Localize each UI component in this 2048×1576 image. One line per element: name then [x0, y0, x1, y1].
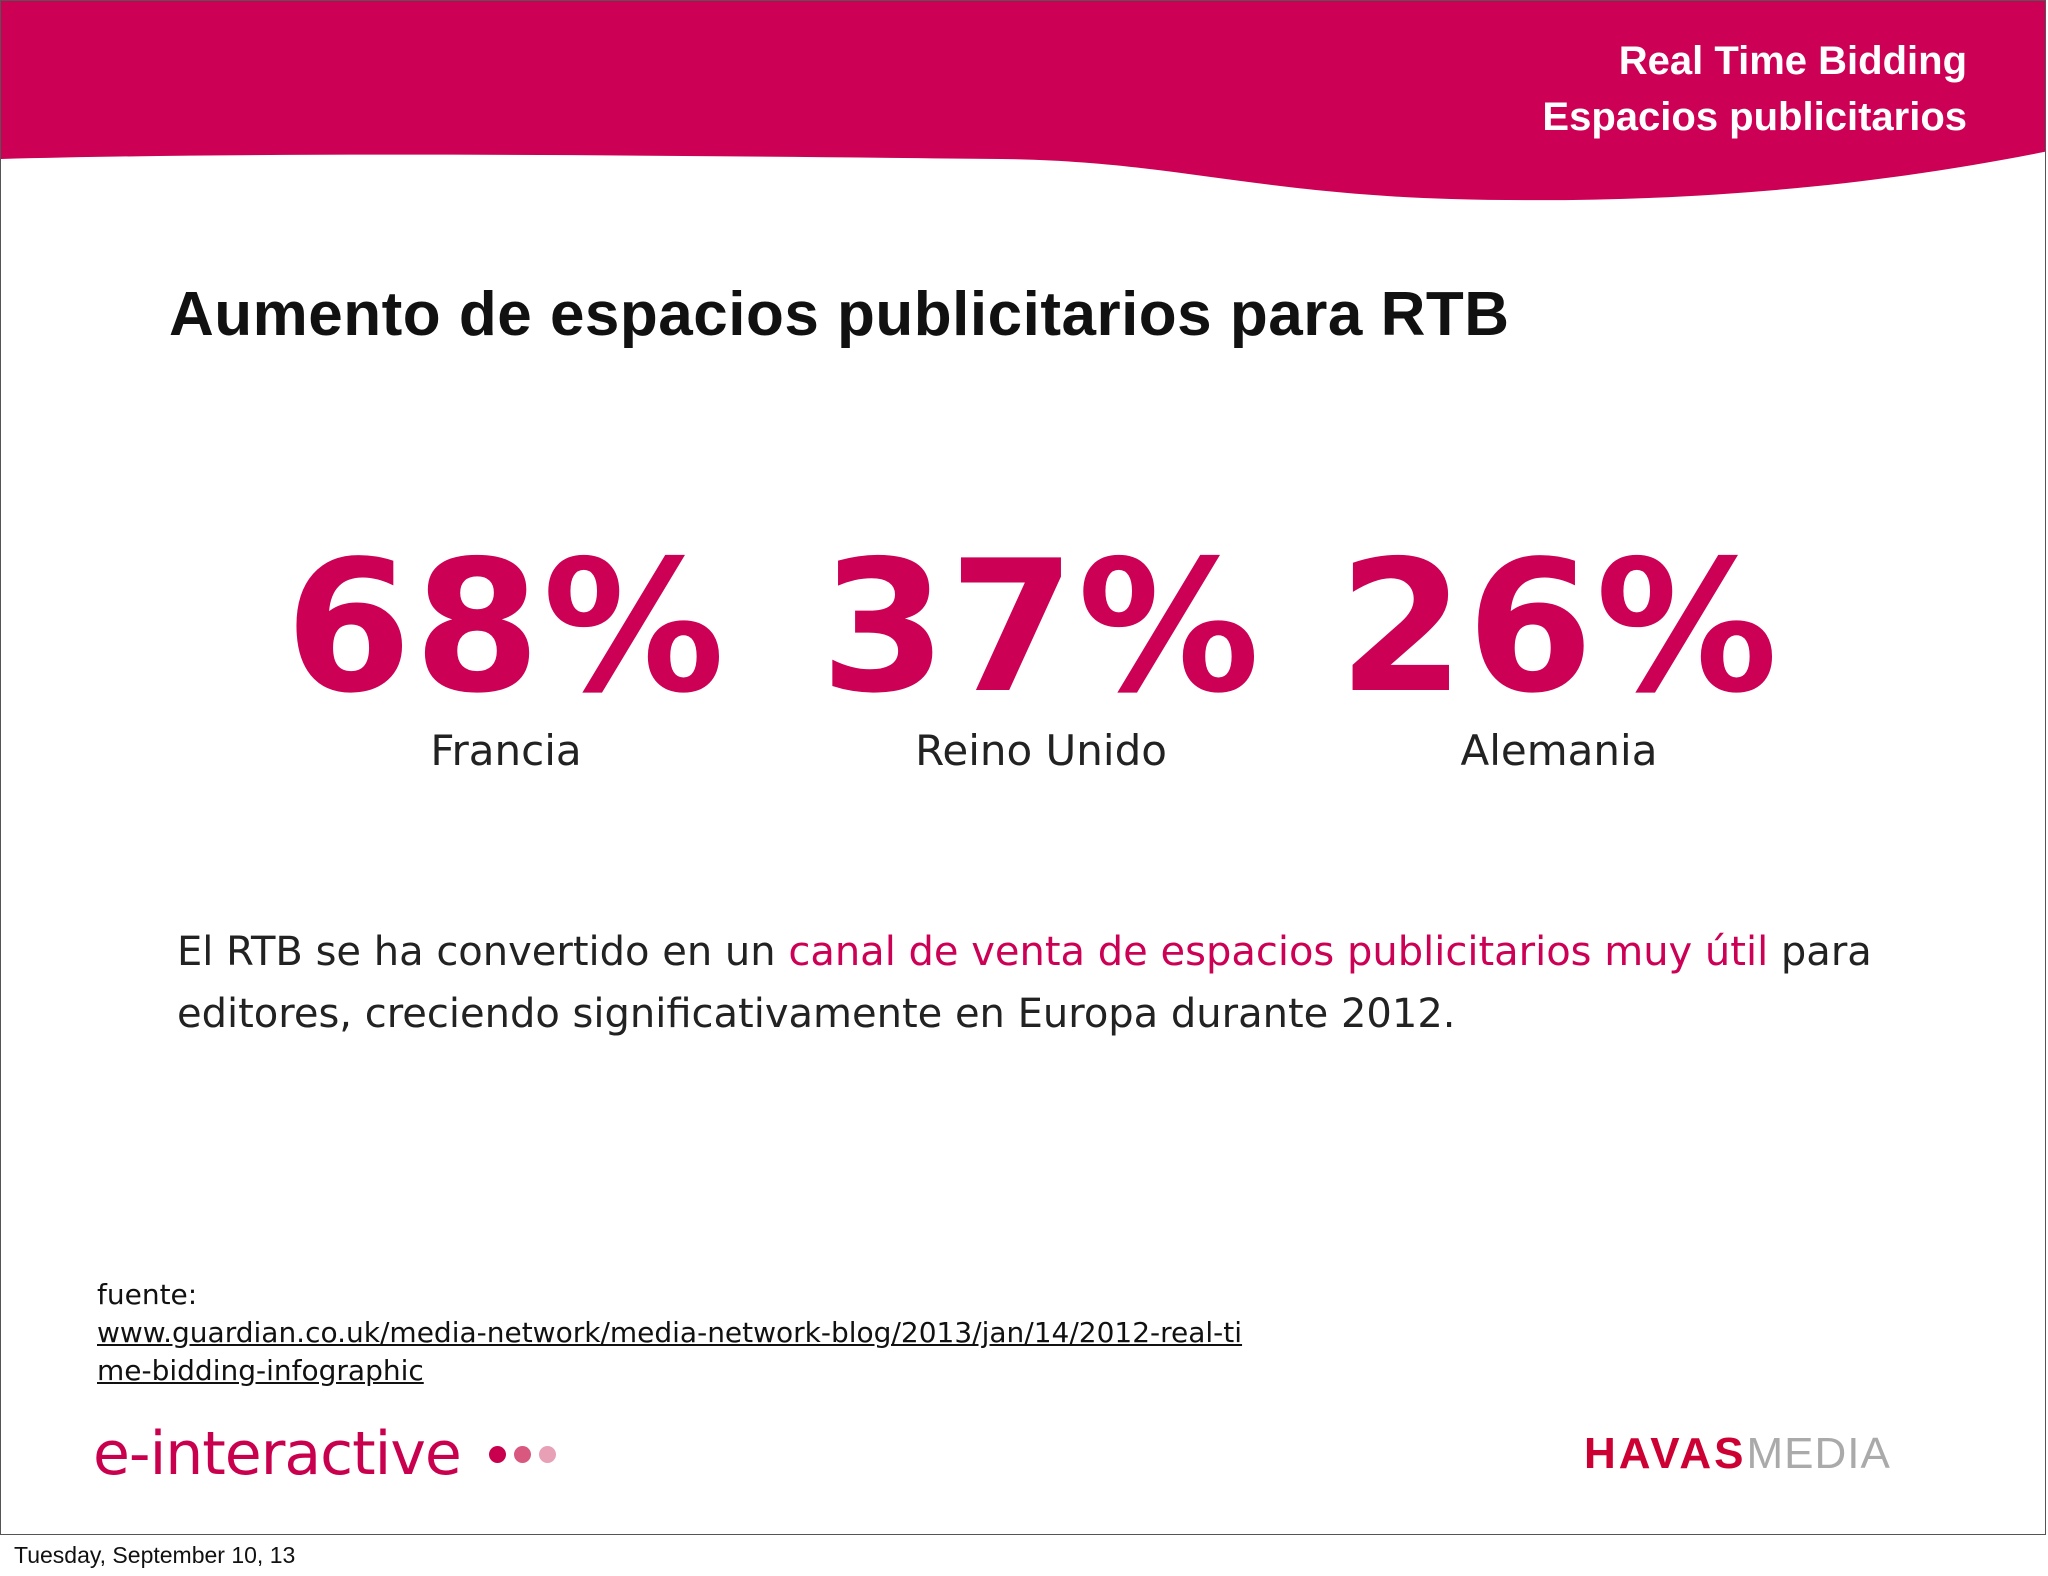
logo-dot-icon [488, 1445, 506, 1463]
stat-reino-unido: 37% Reino Unido [761, 536, 1321, 775]
body-text-start: El RTB se ha convertido en un [177, 929, 789, 975]
stat-alemania: 26% Alemania [1279, 536, 1839, 775]
stat-value: 26% [1338, 521, 1780, 733]
logo-dot-icon [513, 1445, 531, 1463]
source-label: fuente: [97, 1278, 198, 1311]
slide: Real Time Bidding Espacios publicitarios… [0, 0, 2046, 1535]
havas-media-logo: HAVASMEDIA [1584, 1426, 1891, 1482]
header-subtitle: Espacios publicitarios [1542, 95, 1967, 139]
header-wave-banner [1, 1, 2045, 201]
stat-value: 37% [820, 521, 1262, 733]
havas-logo-bold-text: HAVAS [1584, 1429, 1747, 1478]
stat-francia: 68% Francia [226, 536, 786, 775]
stat-label: Francia [430, 726, 582, 775]
footer-date: Tuesday, September 10, 13 [14, 1542, 296, 1568]
stat-label: Alemania [1460, 726, 1658, 775]
body-text-highlight: canal de venta de espacios publicitarios… [788, 929, 1769, 975]
logo-dots-icon [481, 1445, 556, 1463]
page-title: Aumento de espacios publicitarios para R… [169, 280, 1510, 349]
stat-label: Reino Unido [915, 726, 1167, 775]
e-interactive-logo: e-interactive [93, 1419, 556, 1489]
source-link[interactable]: www.guardian.co.uk/media-network/media-n… [97, 1316, 1243, 1387]
body-paragraph: El RTB se ha convertido en un canal de v… [177, 921, 1937, 1045]
e-interactive-logo-text: e-interactive [93, 1419, 462, 1489]
logo-dot-icon [538, 1445, 556, 1463]
source-block: fuente: www.guardian.co.uk/media-network… [97, 1276, 1297, 1390]
havas-logo-light-text: MEDIA [1746, 1429, 1891, 1478]
stat-value: 68% [285, 521, 727, 733]
header-title: Real Time Bidding [1618, 39, 1967, 83]
body-text-end: para editores, creciendo significativame… [177, 929, 1872, 1037]
